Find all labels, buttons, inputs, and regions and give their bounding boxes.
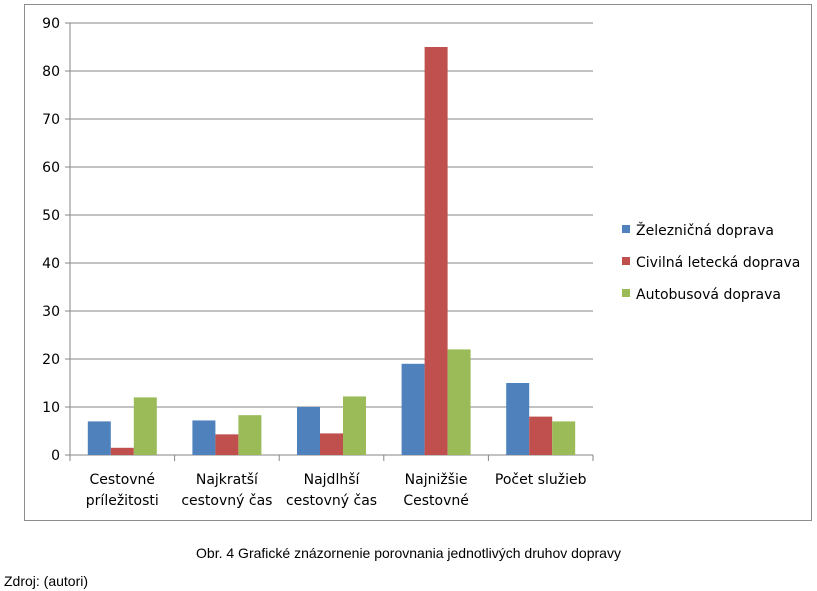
bar [529,416,553,455]
legend-label: Železničná doprava [636,221,774,239]
bar [192,420,216,455]
bar [215,434,239,455]
legend-swatch [622,289,630,297]
legend-swatch [622,225,630,233]
bar [552,421,576,455]
y-tick-label: 40 [42,256,60,272]
x-tick-label: Najkratší [196,472,259,488]
y-tick-label: 0 [51,448,60,464]
y-tick-label: 80 [42,64,60,80]
bar [447,349,471,455]
x-tick-label: Cestovné [403,493,469,509]
bar [87,421,111,455]
bar [110,447,134,455]
bar [401,363,425,455]
x-tick-label: cestovný čas [286,493,377,509]
bar [238,415,262,455]
y-tick-label: 60 [42,160,60,176]
y-tick-label: 70 [42,112,60,128]
legend-label: Civilná letecká doprava [636,255,800,271]
bar [424,47,448,455]
x-tick-label: Najdlhší [304,472,361,488]
bar [297,407,320,455]
bar [320,433,343,455]
x-tick-label: Cestovné [90,472,156,488]
bar [506,383,530,455]
x-tick-label: príležitosti [86,493,159,509]
legend-label: Autobusová doprava [636,287,781,303]
x-tick-label: Najnižšie [405,472,468,488]
y-tick-label: 30 [42,304,60,320]
bar [343,396,366,455]
figure-caption: Obr. 4 Grafické znázornenie porovnania j… [196,545,621,561]
x-tick-label: cestovný čas [181,493,272,509]
y-tick-label: 10 [42,400,60,416]
y-tick-label: 50 [42,208,60,224]
legend-swatch [622,257,630,265]
bar [133,397,157,455]
bar-chart: 0 10 20 30 40 50 60 70 80 90 Cestovné príležitosti N… [42,16,800,509]
y-tick-label: 90 [42,16,60,32]
y-tick-label: 20 [42,352,60,368]
x-tick-label: Počet služieb [495,472,587,488]
source-note: Zdroj: (autori) [4,573,89,589]
